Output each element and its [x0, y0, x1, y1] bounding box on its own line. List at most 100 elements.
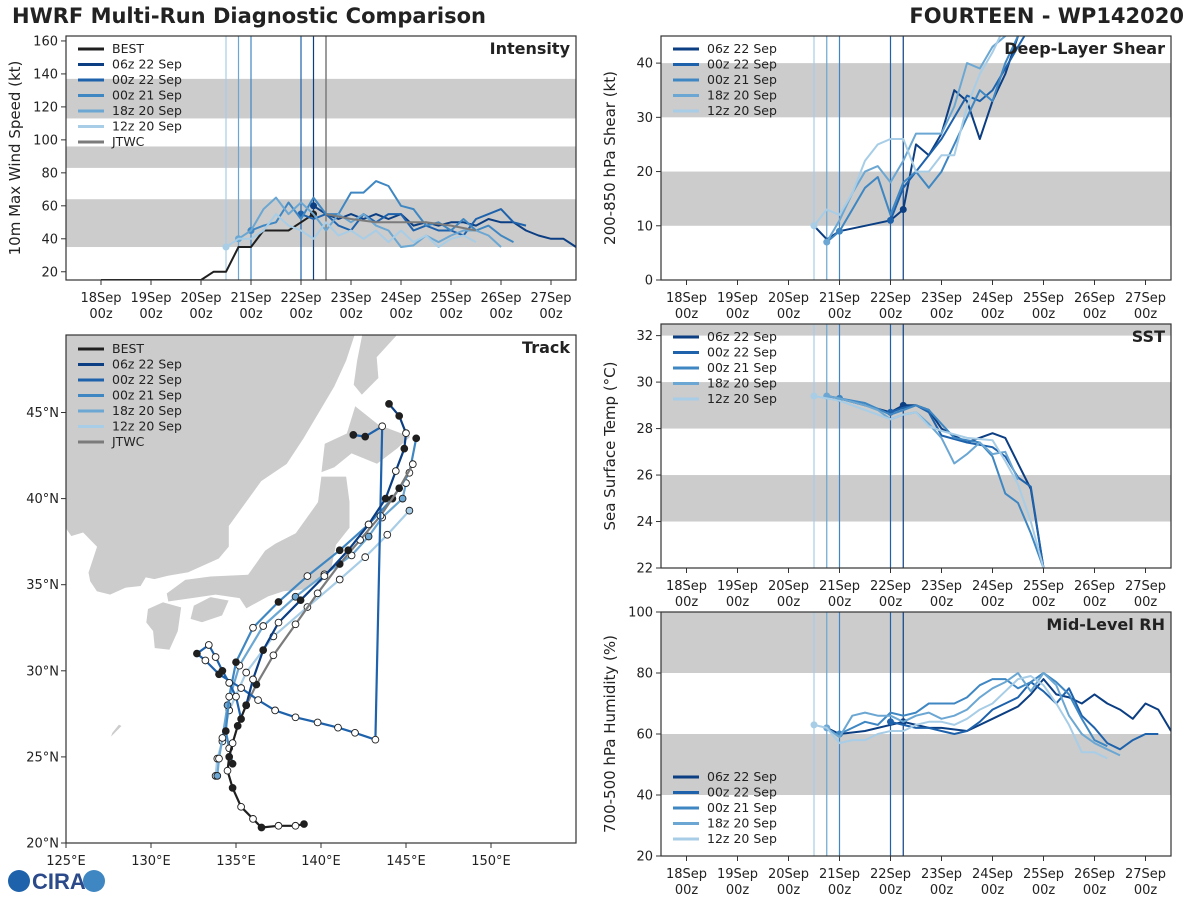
track-point-jtwc — [313, 589, 322, 598]
track-point-00z-21-sep — [225, 692, 234, 701]
legend-label-jtwc: JTWC — [111, 434, 145, 449]
init-point-00z-21-sep — [836, 227, 843, 235]
init-point-06z-22-sep — [310, 202, 317, 210]
band-2 — [66, 78, 576, 119]
x-tick-hour-label: 00z — [777, 307, 801, 322]
y-tick-label: 60 — [636, 728, 653, 743]
track-point-jtwc — [291, 620, 300, 629]
x-tick-day-label: 20Sep — [180, 291, 221, 306]
init-point-18z-20-sep — [823, 238, 831, 246]
x-tick-day-label: 26Sep — [1074, 579, 1115, 594]
series-line-12z-20-sep — [225, 213, 477, 248]
panel-title: SST — [1132, 327, 1165, 346]
x-tick-hour-label: 00z — [879, 883, 903, 898]
track-point-00z-22-sep — [254, 696, 262, 704]
landmass-asia — [66, 335, 356, 596]
series-line-18z-20-sep — [825, 36, 1007, 243]
track-point-00z-22-sep — [313, 718, 322, 727]
series-line-18z-20-sep — [237, 196, 502, 248]
lat-tick-label: 45°N — [26, 406, 59, 421]
x-tick-day-label: 19Sep — [717, 579, 758, 594]
plot-area-rh — [661, 612, 1171, 856]
x-tick-day-label: 19Sep — [717, 867, 758, 882]
y-tick-label: 10 — [636, 219, 653, 234]
panel-title: Intensity — [490, 39, 571, 58]
track-point-00z-21-sep — [412, 434, 421, 443]
x-tick-hour-label: 00z — [777, 595, 801, 610]
track-point-00z-22-sep — [378, 422, 387, 431]
series-line-18z-20-sep — [826, 672, 1121, 757]
track-point-best — [274, 821, 283, 830]
y-tick-label: 24 — [636, 515, 653, 530]
track-point-best — [225, 753, 234, 761]
island-okinawa — [109, 723, 123, 739]
x-tick-day-label: 22Sep — [870, 579, 911, 594]
series-line-18z-20-sep — [826, 395, 1019, 481]
series-line-00z-22-sep — [300, 208, 527, 237]
y-tick-label: 40 — [636, 789, 653, 804]
track-point-00z-21-sep — [228, 759, 237, 768]
x-tick-day-label: 18Sep — [666, 291, 707, 306]
storm-identifier: FOURTEEN - WP142020 — [909, 4, 1184, 28]
legend-label-best: BEST — [112, 41, 144, 56]
init-point-06z-22-sep — [899, 206, 907, 214]
x-tick-hour-label: 00z — [139, 307, 163, 322]
track-point-00z-22-sep — [371, 735, 380, 744]
track-point-06z-22-sep — [249, 675, 257, 684]
island-kyushu — [145, 601, 183, 651]
lon-tick-label: 145°E — [386, 854, 426, 869]
legend-label-12z-20-sep: 12z 20 Sep — [112, 119, 182, 134]
track-point-00z-21-sep — [303, 572, 312, 580]
plot-area-shear — [661, 36, 1171, 280]
track-point-00z-22-sep — [334, 723, 342, 732]
logo-badge-icon — [83, 870, 105, 892]
legend-label-00z-22-sep: 00z 22 Sep — [707, 57, 777, 72]
track-point-06z-22-sep — [320, 572, 329, 580]
track-point-best — [300, 820, 308, 828]
legend-label-06z-22-sep: 06z 22 Sep — [112, 357, 182, 372]
x-tick-day-label: 27Sep — [1125, 291, 1166, 306]
track-point-06z-22-sep — [391, 467, 400, 475]
lat-tick-label: 25°N — [26, 750, 59, 765]
track-point-06z-22-sep — [344, 546, 353, 555]
x-tick-day-label: 18Sep — [80, 291, 121, 306]
series-line-best — [101, 213, 315, 280]
track-point-12z-20-sep — [405, 506, 414, 515]
x-tick-day-label: 20Sep — [768, 867, 809, 882]
x-tick-day-label: 27Sep — [1125, 867, 1166, 882]
legend-label-00z-21-sep: 00z 21 Sep — [707, 360, 777, 375]
y-tick-label: 0 — [645, 274, 653, 289]
band-0 — [661, 475, 1171, 522]
map-area — [66, 335, 421, 832]
x-tick-hour-label: 00z — [1134, 307, 1158, 322]
track-point-00z-21-sep — [274, 598, 283, 606]
cira-logo: CIRA — [6, 866, 106, 896]
lat-tick-label: 20°N — [26, 837, 59, 852]
y-tick-label: 100 — [33, 133, 58, 148]
y-tick-label: 80 — [636, 667, 653, 682]
band-1 — [66, 146, 576, 168]
legend-label-12z-20-sep: 12z 20 Sep — [707, 391, 777, 406]
x-tick-day-label: 22Sep — [870, 291, 911, 306]
x-tick-day-label: 26Sep — [1074, 291, 1115, 306]
x-tick-day-label: 22Sep — [870, 867, 911, 882]
track-point-06z-22-sep — [364, 520, 373, 529]
legend-label-00z-22-sep: 00z 22 Sep — [112, 72, 182, 87]
logo-globe-icon — [8, 870, 30, 892]
x-tick-day-label: 27Sep — [1125, 579, 1166, 594]
track-point-06z-22-sep — [402, 429, 410, 438]
axes-frame — [660, 35, 1172, 281]
x-tick-hour-label: 00z — [89, 307, 113, 322]
lat-tick-label: 40°N — [26, 492, 59, 507]
legend-label-00z-22-sep: 00z 22 Sep — [707, 345, 777, 360]
lat-tick-label: 35°N — [26, 578, 59, 593]
init-point-12z-20-sep — [810, 222, 818, 230]
x-tick-hour-label: 00z — [1134, 595, 1158, 610]
x-tick-hour-label: 00z — [981, 307, 1005, 322]
legend-label-00z-21-sep: 00z 21 Sep — [707, 72, 777, 87]
series-line-00z-21-sep — [826, 36, 1019, 243]
track-point-06z-22-sep — [381, 494, 390, 503]
panel-rh: 2040608010018Sep00z19Sep00z20Sep00z21Sep… — [601, 606, 1172, 898]
track-point-best — [228, 784, 237, 792]
x-tick-hour-label: 00z — [930, 595, 954, 610]
